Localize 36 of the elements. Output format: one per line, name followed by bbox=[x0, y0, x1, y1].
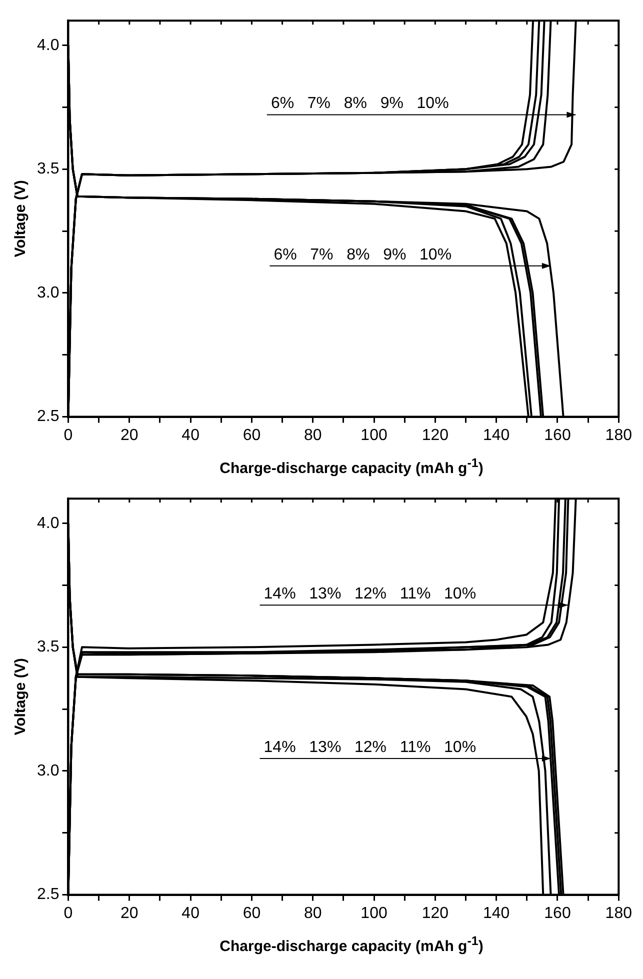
x-tick-label: 120 bbox=[422, 426, 449, 444]
y-axis-title: Voltage (V) bbox=[12, 658, 30, 736]
x-tick-label: 160 bbox=[544, 426, 571, 444]
x-tick-label: 100 bbox=[360, 426, 388, 444]
y-tick-label: 3.0 bbox=[36, 762, 60, 780]
x-tick-label: 40 bbox=[182, 426, 200, 444]
y-tick-label: 4.0 bbox=[36, 36, 60, 54]
x-tick-label: 60 bbox=[242, 426, 261, 444]
annotation: 14% 13% 12% 11% 10% bbox=[264, 586, 476, 603]
x-tick-label: 140 bbox=[482, 904, 510, 922]
x-axis-title: Charge-discharge capacity (mAh g$^{-1}$) bbox=[218, 933, 484, 957]
y-tick-label: 3.5 bbox=[36, 638, 60, 656]
x-tick-label: 160 bbox=[544, 904, 571, 922]
x-axis-title: Charge-discharge capacity (mAh g$^{-1}$) bbox=[218, 455, 484, 479]
x-tick-label: 20 bbox=[120, 904, 138, 922]
annotation: 6% 7% 8% 9% 10% bbox=[274, 246, 452, 264]
y-axis-title: Voltage (V) bbox=[12, 180, 30, 258]
x-tick-label: 180 bbox=[605, 904, 632, 922]
y-tick-label: 2.5 bbox=[36, 886, 60, 904]
y-tick-label: 2.5 bbox=[36, 408, 60, 426]
x-tick-label: 80 bbox=[304, 904, 322, 922]
x-tick-label: 40 bbox=[182, 904, 200, 922]
x-tick-label: 0 bbox=[64, 426, 73, 444]
y-tick-label: 4.0 bbox=[36, 514, 60, 532]
x-tick-label: 140 bbox=[482, 426, 510, 444]
x-tick-label: 80 bbox=[304, 426, 322, 444]
y-tick-label: 3.0 bbox=[36, 284, 60, 302]
x-tick-label: 180 bbox=[605, 426, 632, 444]
x-tick-label: 120 bbox=[422, 904, 449, 922]
x-tick-label: 20 bbox=[120, 426, 138, 444]
x-tick-label: 60 bbox=[242, 904, 261, 922]
x-tick-label: 0 bbox=[64, 904, 73, 922]
annotation: 6% 7% 8% 9% 10% bbox=[270, 95, 449, 112]
y-tick-label: 3.5 bbox=[36, 160, 60, 178]
x-tick-label: 100 bbox=[360, 904, 388, 922]
annotation: 14% 13% 12% 11% 10% bbox=[264, 738, 476, 756]
